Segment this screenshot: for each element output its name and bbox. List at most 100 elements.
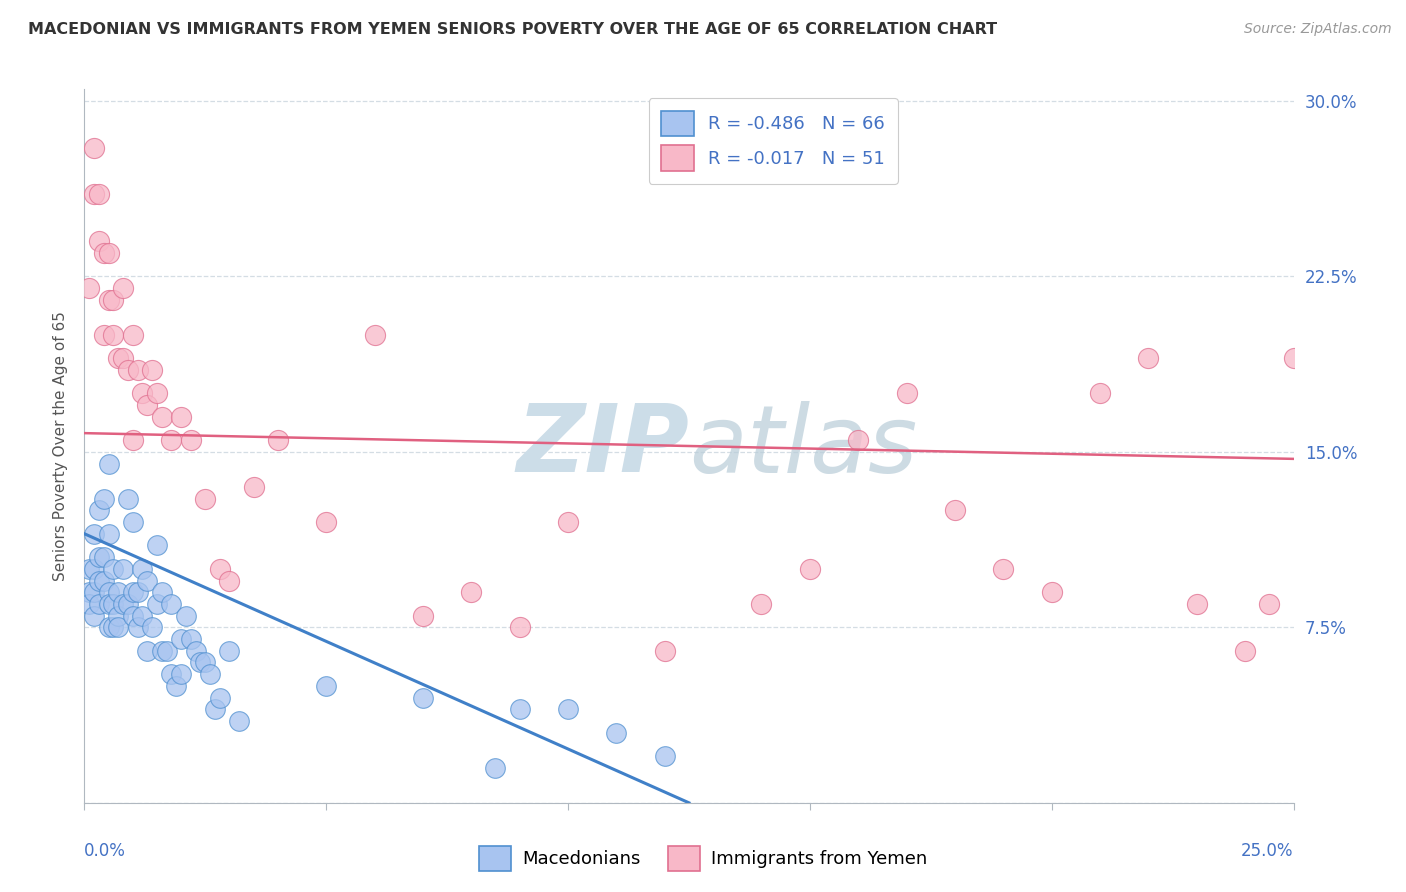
Point	[97, 620, 120, 634]
Point	[484, 761, 506, 775]
Point	[87, 550, 110, 565]
Point	[180, 632, 202, 646]
Point	[363, 327, 385, 342]
Point	[97, 457, 120, 471]
Point	[557, 515, 579, 529]
Point	[1282, 351, 1305, 366]
Point	[218, 644, 240, 658]
Point	[165, 679, 187, 693]
Point	[208, 562, 231, 576]
Point	[77, 597, 100, 611]
Text: atlas: atlas	[689, 401, 917, 491]
Point	[228, 714, 250, 728]
Point	[993, 562, 1015, 576]
Point	[896, 386, 918, 401]
Point	[509, 702, 531, 716]
Point	[267, 433, 290, 447]
Point	[77, 562, 100, 576]
Point	[141, 620, 163, 634]
Point	[509, 620, 531, 634]
Point	[315, 515, 337, 529]
Point	[112, 562, 135, 576]
Point	[121, 515, 143, 529]
Text: MACEDONIAN VS IMMIGRANTS FROM YEMEN SENIORS POVERTY OVER THE AGE OF 65 CORRELATI: MACEDONIAN VS IMMIGRANTS FROM YEMEN SENI…	[28, 22, 997, 37]
Point	[146, 538, 169, 552]
Point	[1137, 351, 1160, 366]
Point	[146, 386, 169, 401]
Point	[131, 386, 153, 401]
Point	[112, 597, 135, 611]
Y-axis label: Seniors Poverty Over the Age of 65: Seniors Poverty Over the Age of 65	[52, 311, 67, 581]
Point	[846, 433, 869, 447]
Point	[83, 187, 105, 202]
Point	[121, 608, 143, 623]
Point	[218, 574, 240, 588]
Point	[97, 597, 120, 611]
Point	[412, 608, 434, 623]
Point	[943, 503, 966, 517]
Point	[103, 327, 125, 342]
Point	[97, 293, 120, 307]
Point	[170, 632, 193, 646]
Point	[103, 562, 125, 576]
Point	[97, 246, 120, 260]
Point	[170, 667, 193, 681]
Point	[112, 351, 135, 366]
Point	[654, 644, 676, 658]
Text: Source: ZipAtlas.com: Source: ZipAtlas.com	[1244, 22, 1392, 37]
Point	[87, 187, 110, 202]
Point	[83, 562, 105, 576]
Point	[107, 351, 129, 366]
Point	[121, 433, 143, 447]
Point	[136, 398, 159, 412]
Point	[103, 293, 125, 307]
Point	[117, 597, 139, 611]
Point	[87, 234, 110, 248]
Point	[93, 550, 115, 565]
Point	[174, 608, 197, 623]
Point	[83, 585, 105, 599]
Point	[1234, 644, 1257, 658]
Point	[121, 327, 143, 342]
Point	[93, 327, 115, 342]
Point	[77, 281, 100, 295]
Point	[1088, 386, 1111, 401]
Point	[127, 363, 149, 377]
Point	[1040, 585, 1063, 599]
Point	[605, 725, 627, 739]
Point	[93, 246, 115, 260]
Text: 25.0%: 25.0%	[1241, 842, 1294, 860]
Point	[242, 480, 264, 494]
Point	[83, 608, 105, 623]
Point	[93, 491, 115, 506]
Point	[146, 597, 169, 611]
Point	[160, 433, 183, 447]
Point	[97, 585, 120, 599]
Legend: Macedonians, Immigrants from Yemen: Macedonians, Immigrants from Yemen	[471, 838, 935, 879]
Legend: R = -0.486   N = 66, R = -0.017   N = 51: R = -0.486 N = 66, R = -0.017 N = 51	[648, 98, 897, 184]
Point	[150, 585, 173, 599]
Point	[83, 526, 105, 541]
Point	[87, 597, 110, 611]
Point	[194, 656, 217, 670]
Point	[117, 491, 139, 506]
Point	[204, 702, 226, 716]
Point	[87, 574, 110, 588]
Point	[150, 409, 173, 424]
Point	[131, 562, 153, 576]
Point	[557, 702, 579, 716]
Point	[198, 667, 221, 681]
Point	[184, 644, 207, 658]
Point	[190, 656, 212, 670]
Point	[127, 585, 149, 599]
Point	[107, 585, 129, 599]
Point	[103, 620, 125, 634]
Point	[1185, 597, 1208, 611]
Point	[799, 562, 821, 576]
Point	[136, 644, 159, 658]
Point	[208, 690, 231, 705]
Point	[93, 574, 115, 588]
Point	[160, 597, 183, 611]
Point	[107, 608, 129, 623]
Point	[412, 690, 434, 705]
